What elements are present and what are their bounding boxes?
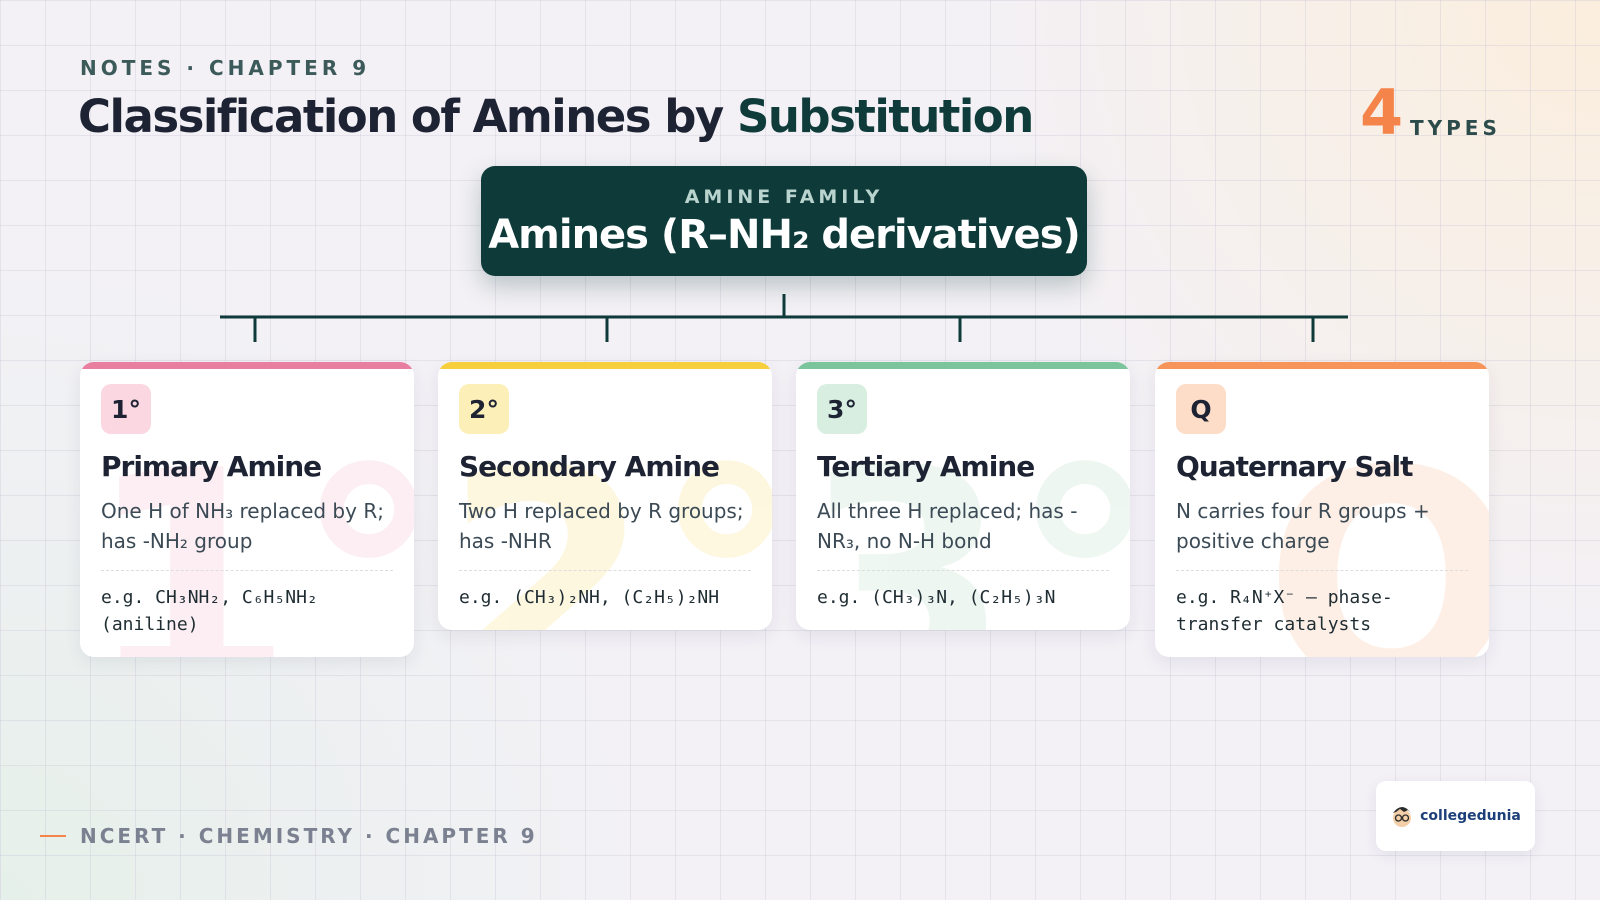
title-highlight: Substitution bbox=[736, 90, 1034, 143]
brand-icon bbox=[1393, 807, 1412, 827]
divider bbox=[459, 570, 751, 571]
card-description: One H of NH₃ replaced by R; has -NH₂ gro… bbox=[101, 499, 384, 553]
footer: NCERT · CHEMISTRY · CHAPTER 9 bbox=[80, 824, 538, 848]
card-accent bbox=[438, 362, 772, 369]
title: Classification of Amines by Substitution bbox=[78, 90, 1034, 143]
card: 1° 1° Primary Amine One H of NH₃ replaced b… bbox=[80, 362, 414, 657]
card-description: All three H replaced; has -NR₃, no N-H b… bbox=[817, 499, 1078, 553]
watermark: Q bbox=[1263, 407, 1489, 658]
card-example: e.g. (CH₃)₃N, (C₂H₅)₃N bbox=[817, 587, 1056, 608]
connectors bbox=[220, 294, 1348, 342]
watermark: 3° bbox=[801, 407, 1130, 631]
eyebrow: NOTES · CHAPTER 9 bbox=[80, 56, 371, 80]
badge: 3° bbox=[817, 384, 867, 434]
type-count-label: TYPES bbox=[1410, 116, 1501, 140]
divider bbox=[101, 570, 393, 571]
card-description: Two H replaced by R groups; has -NHR bbox=[459, 499, 744, 553]
root-node: AMINE FAMILY Amines (R–NH₂ derivatives) bbox=[481, 166, 1087, 276]
badge: 2° bbox=[459, 384, 509, 434]
title-text: Classification of Amines by bbox=[78, 90, 724, 143]
card-example: e.g. R₄N⁺X⁻ — phase-transfer catalysts bbox=[1176, 587, 1393, 635]
type-count: 4 bbox=[1360, 76, 1404, 149]
card-example: e.g. (CH₃)₂NH, (C₂H₅)₂NH bbox=[459, 587, 720, 608]
footer-accent bbox=[40, 835, 66, 837]
brand-logo: collegedunia bbox=[1376, 781, 1535, 851]
card-title: Tertiary Amine bbox=[817, 450, 1035, 483]
root-title: Amines (R–NH₂ derivatives) bbox=[488, 212, 1081, 258]
root-label: AMINE FAMILY bbox=[684, 186, 884, 208]
card-description: N carries four R groups + positive charg… bbox=[1176, 499, 1430, 553]
divider bbox=[817, 570, 1109, 571]
card-accent bbox=[796, 362, 1130, 369]
brand-name: collegedunia bbox=[1420, 808, 1521, 824]
watermark: 1° bbox=[85, 407, 414, 658]
card: 3° 3° Tertiary Amine All three H replaced; … bbox=[796, 362, 1130, 630]
watermark: 2° bbox=[443, 407, 772, 631]
card: 2° 2° Secondary Amine Two H replaced by R g… bbox=[438, 362, 772, 630]
card-title: Primary Amine bbox=[101, 450, 322, 483]
divider bbox=[1176, 570, 1468, 571]
badge: Q bbox=[1176, 384, 1226, 434]
card: Q Q Quaternary Salt N carries four R groups… bbox=[1155, 362, 1489, 657]
card-example: e.g. CH₃NH₂, C₆H₅NH₂ (aniline) bbox=[101, 587, 318, 635]
card-title: Quaternary Salt bbox=[1176, 450, 1413, 483]
badge: 1° bbox=[101, 384, 151, 434]
card-accent bbox=[1155, 362, 1489, 369]
card-accent bbox=[80, 362, 414, 369]
card-title: Secondary Amine bbox=[459, 450, 720, 483]
